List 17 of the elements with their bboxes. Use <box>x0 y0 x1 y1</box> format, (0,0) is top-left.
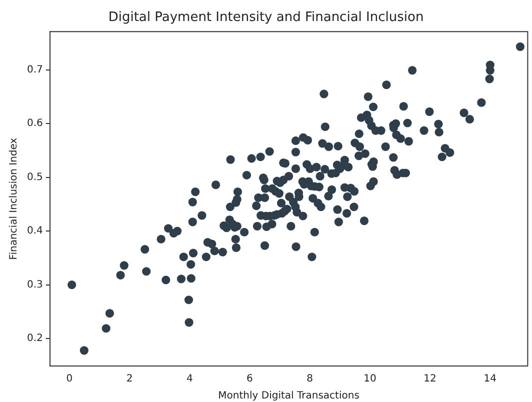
y-tick-label: 0.5 <box>26 172 43 183</box>
y-tick-label: 0.6 <box>26 118 43 130</box>
y-tick-label: 0.2 <box>26 333 43 344</box>
y-tick-label: 0.3 <box>26 279 43 290</box>
x-tick-label: 10 <box>364 374 376 385</box>
chart-title: Digital Payment Intensity and Financial Inclusion <box>108 10 424 26</box>
x-axis-title: Monthly Digital Transactions <box>218 390 360 402</box>
y-axis-title: Financial Inclusion Index <box>8 138 20 260</box>
y-tick-label: 0.7 <box>26 64 43 76</box>
x-tick-label: 12 <box>424 374 436 385</box>
x-tick-label: 6 <box>246 374 253 385</box>
x-tick-label: 14 <box>484 374 497 385</box>
y-tick-label: 0.4 <box>26 226 43 237</box>
x-tick-label: 8 <box>306 374 314 385</box>
x-tick-label: 2 <box>126 374 133 385</box>
x-tick-label: 0 <box>66 374 73 385</box>
x-tick-label: 4 <box>186 374 193 385</box>
